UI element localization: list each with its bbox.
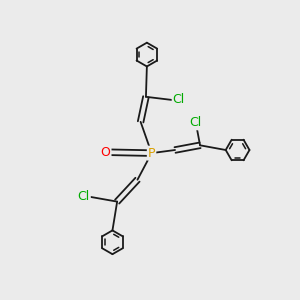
Text: Cl: Cl xyxy=(189,116,202,129)
Text: Cl: Cl xyxy=(173,93,185,106)
Text: O: O xyxy=(100,146,110,159)
Text: P: P xyxy=(148,147,155,160)
Text: Cl: Cl xyxy=(77,190,90,203)
